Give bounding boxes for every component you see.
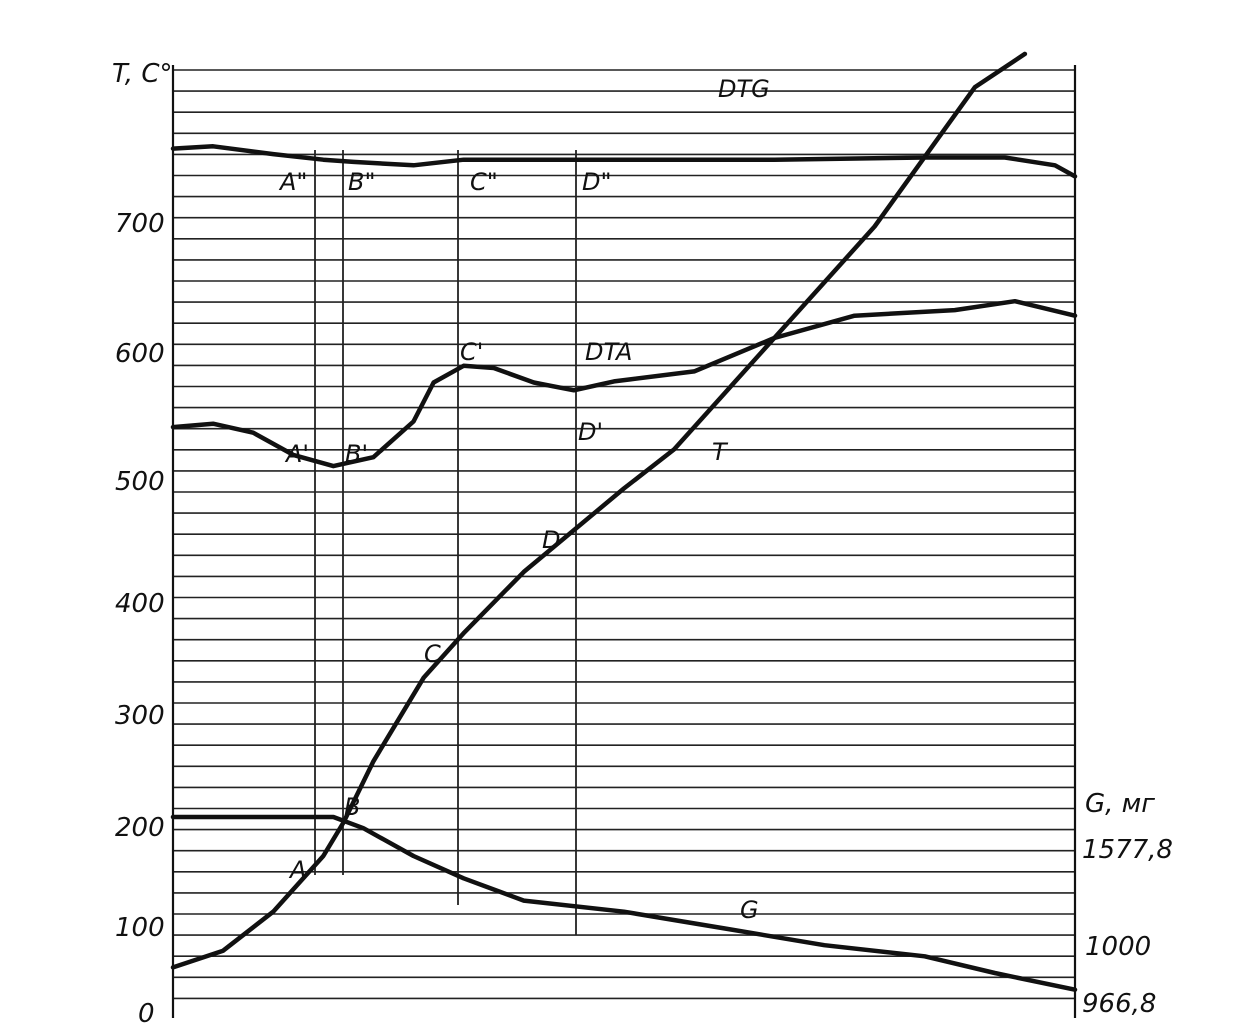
series-label-g: G [740, 896, 759, 924]
y-axis-left-title: T, C° [112, 59, 172, 89]
marker-dtg: B" [348, 168, 376, 196]
chart-grid [173, 69, 1075, 1000]
marker-dtg: D" [582, 168, 612, 196]
marker-dta: A' [284, 440, 309, 468]
marker-t: C [424, 640, 441, 668]
y-axis-right-title: G, мг [1085, 789, 1155, 819]
curve-g [170, 814, 1078, 992]
y-tick-label: 400 [115, 589, 165, 619]
y-tick-label: 100 [115, 913, 165, 943]
curve-dta [170, 298, 1078, 469]
y-tick-label: 200 [115, 813, 165, 843]
marker-dta: B' [345, 440, 368, 468]
y-tick-label: 300 [115, 701, 165, 731]
y-tick-label: 700 [115, 209, 165, 239]
chart-axes [171, 65, 1077, 1018]
y-tick-label: 0 [138, 999, 155, 1029]
event-markers: A" B" C" D" A' B' C' D' A B C D T DTA DTG G [278, 75, 770, 924]
marker-dtg: C" [470, 168, 498, 196]
chart-labels: T, C° G, мг 1577,8 1000 966,8 [112, 59, 1173, 1019]
event-guide-lines [314, 150, 577, 935]
left-tick-labels: 0 100 200 300 400 500 600 700 [115, 209, 165, 1029]
right-tick-1000: 1000 [1085, 932, 1151, 962]
right-tick-966-8: 966,8 [1082, 989, 1156, 1019]
y-tick-label: 600 [115, 339, 165, 369]
marker-t: D [542, 526, 560, 554]
curve-t [170, 51, 1028, 970]
series-label-dta: DTA [585, 338, 632, 366]
series-label-dtg: DTG [718, 75, 770, 103]
series-label-t: T [712, 438, 729, 466]
marker-dta: D' [578, 418, 603, 446]
curve-dtg [170, 144, 1078, 179]
marker-dta: C' [460, 338, 483, 366]
marker-t: A [288, 856, 306, 884]
y-tick-label: 500 [115, 467, 165, 497]
marker-t: B [344, 793, 360, 821]
right-tick-1577-8: 1577,8 [1082, 835, 1173, 865]
chart-curves [170, 51, 1078, 992]
marker-dtg: A" [278, 168, 307, 196]
